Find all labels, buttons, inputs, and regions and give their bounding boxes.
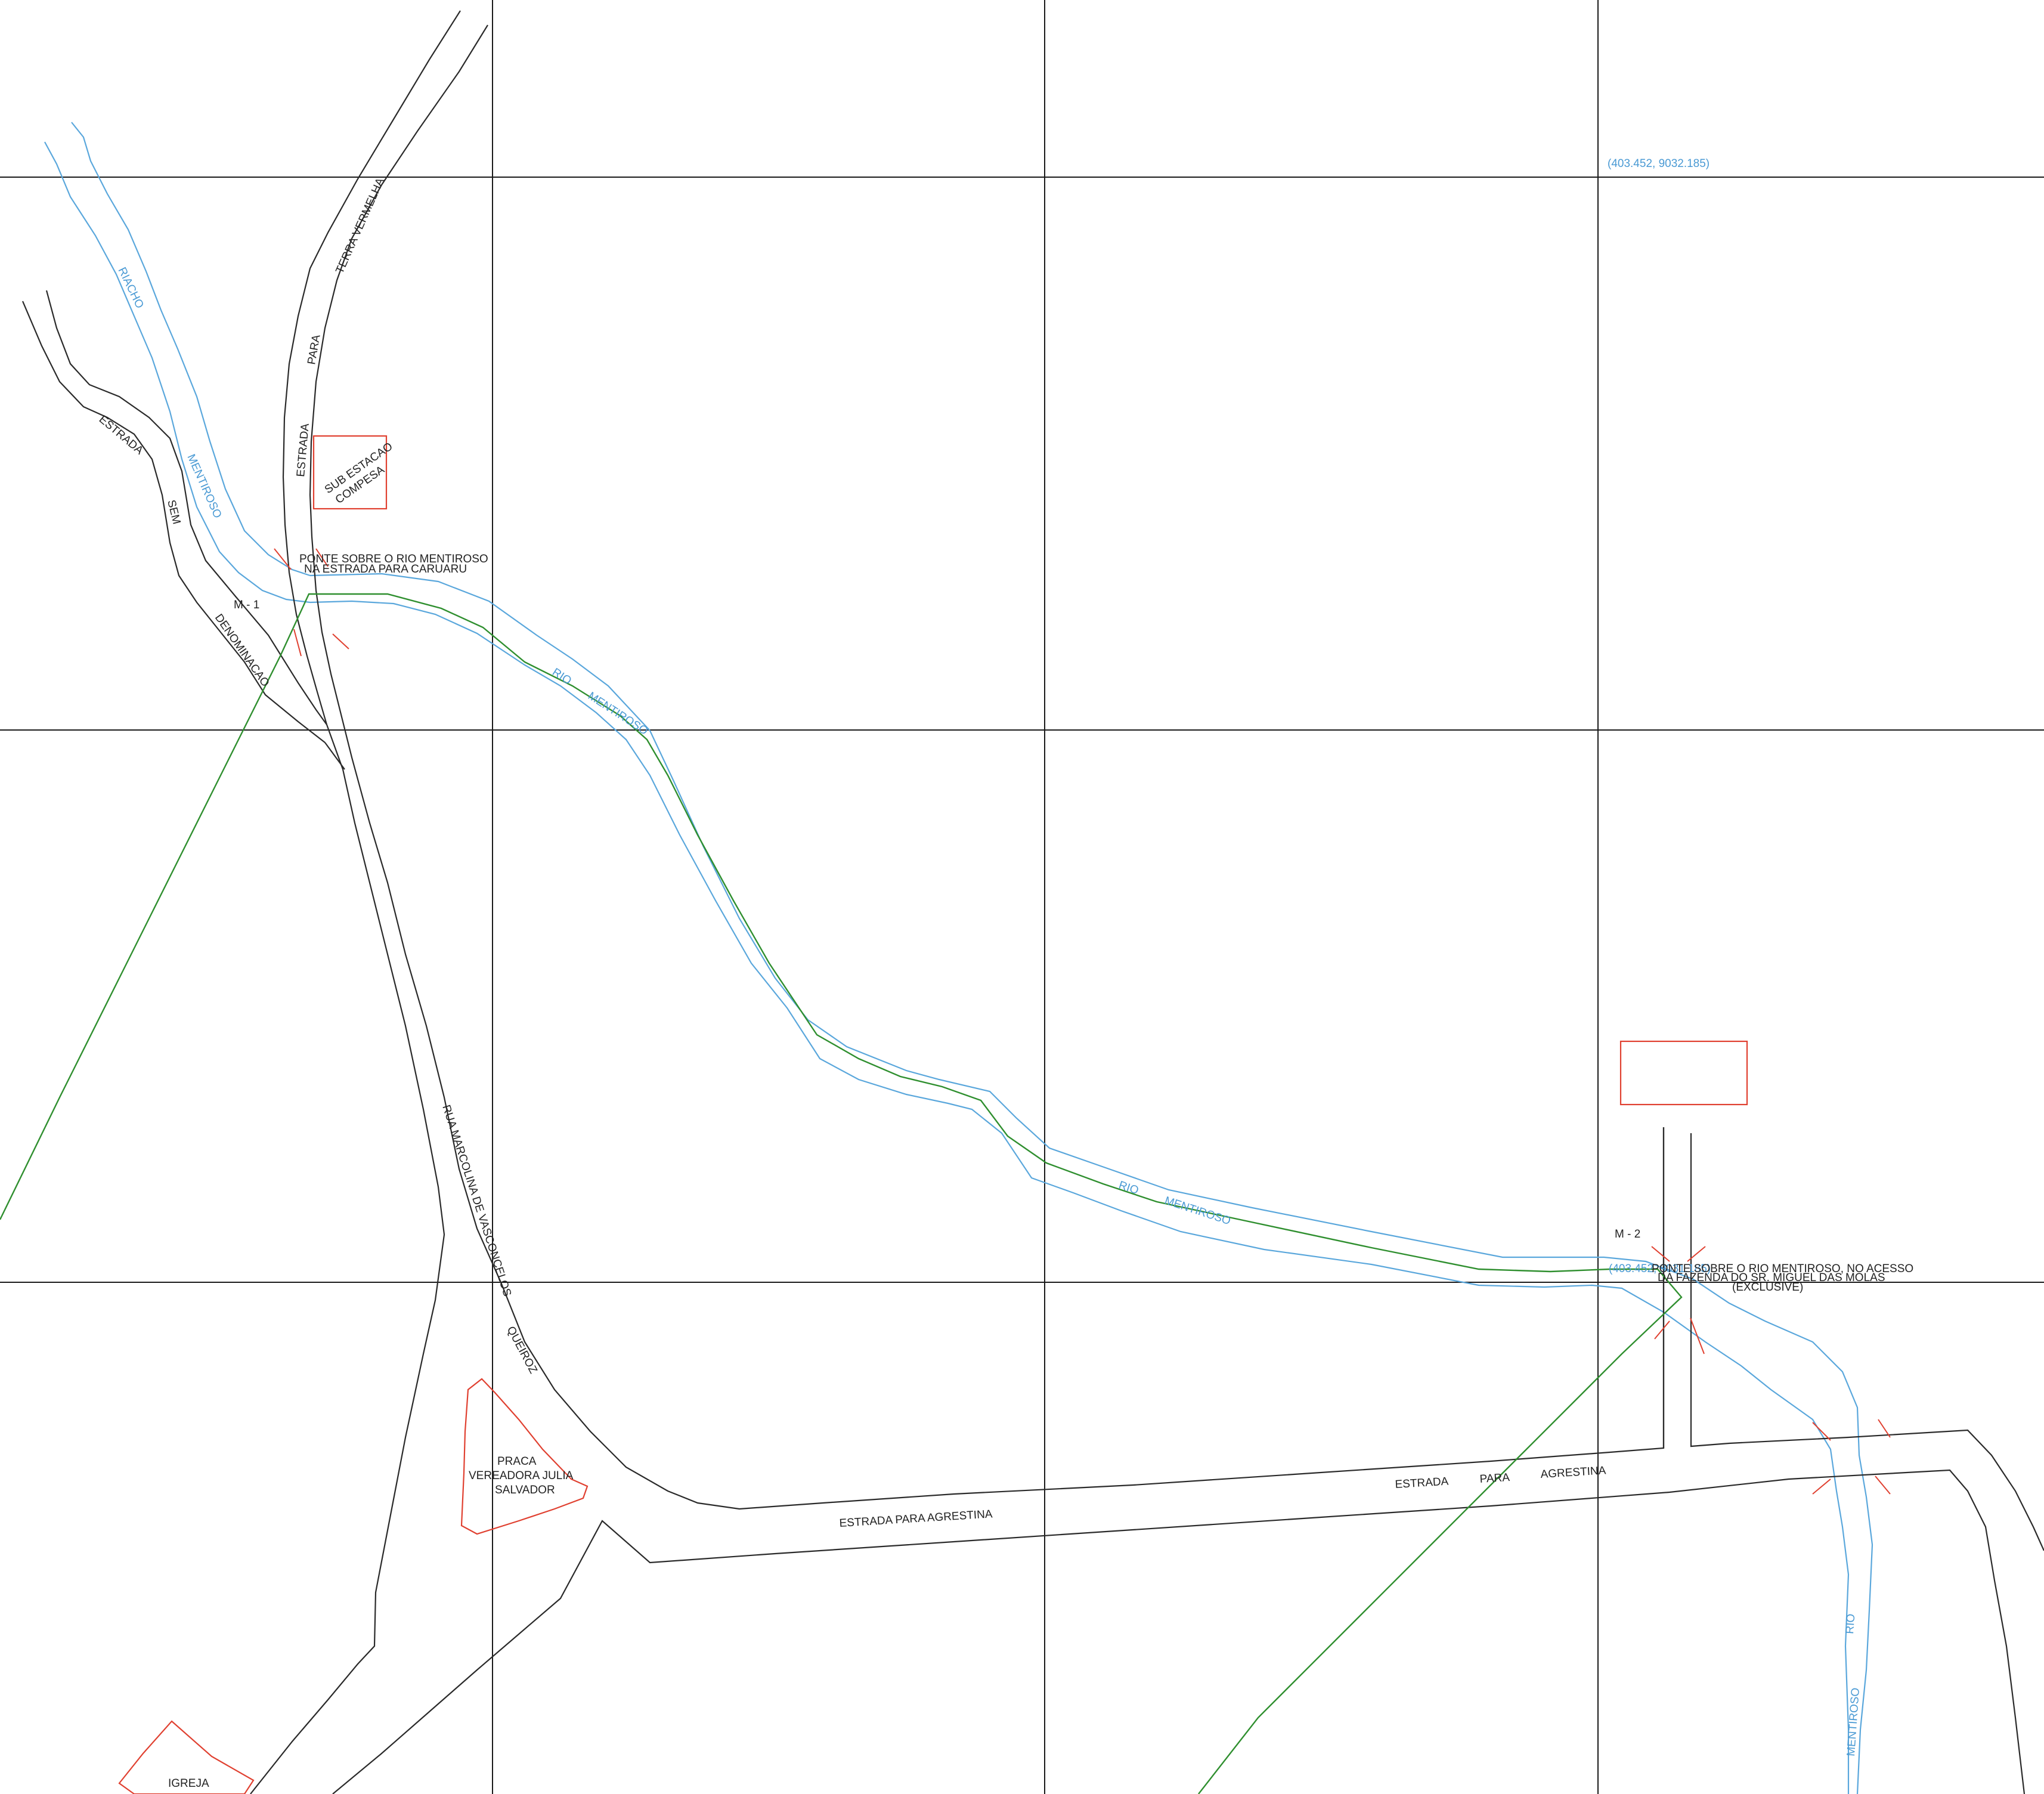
bridge-tick: [1878, 1419, 1891, 1438]
bridge-tick: [1651, 1246, 1670, 1262]
bridge-tick: [1812, 1422, 1831, 1441]
road-terra-vermelha-west: [282, 10, 461, 725]
river-label-rio-2: RIO: [1117, 1179, 1140, 1197]
praca-label-line1: PRACA: [497, 1455, 537, 1468]
bridge-fazenda-line2: DA FAZENDA DO SR. MIGUEL DAS MOLAS: [1658, 1272, 1885, 1284]
road-sem-denominacao-north: [21, 301, 326, 743]
road-label-agrestina-agrestina: AGRESTINA: [1540, 1464, 1606, 1481]
bridge-tick: [1812, 1478, 1831, 1495]
bridge-tick: [274, 548, 292, 570]
road-label-agrestina-lower: ESTRADA PARA AGRESTINA: [839, 1508, 993, 1530]
bridge-tick: [1875, 1476, 1891, 1495]
road-sem-denominacao-south: [45, 290, 327, 725]
road-agrestina-south: [332, 1469, 2026, 1794]
bridge-tick: [315, 548, 329, 567]
road-label-estrada-sem: ESTRADA: [97, 413, 145, 457]
coordinate-label-upper: (403.452, 9032.185): [1608, 157, 1709, 170]
labels: (403.452, 9032.185) (403.452, 9031.185) …: [97, 157, 1913, 1790]
bridge-caruaru-line1: PONTE SOBRE O RIO MENTIROSO: [299, 553, 488, 565]
bridge-tick: [1690, 1317, 1705, 1354]
bridge-tick: [293, 629, 302, 657]
boundary-line: [0, 593, 1683, 1794]
river-label-riacho: RIACHO: [116, 265, 146, 311]
road-label-denominacao: DENOMINACAO: [212, 612, 272, 689]
praca-label-line3: SALVADOR: [495, 1484, 555, 1496]
riacho-mentiroso-bank-right: [71, 122, 311, 577]
marker-m1: M - 1: [234, 599, 259, 611]
river-label-mentiroso-2: MENTIROSO: [1163, 1195, 1232, 1228]
marker-m2: M - 2: [1615, 1228, 1640, 1241]
road-label-sem: SEM: [165, 499, 182, 525]
bridge-tick: [332, 633, 349, 649]
igreja-outline: [118, 1720, 255, 1794]
road-label-para: PARA: [305, 333, 323, 366]
road-label-agrestina-estrada: ESTRADA: [1395, 1476, 1449, 1491]
praca-outline: [460, 1378, 589, 1535]
rivers: [44, 122, 1873, 1794]
bridge-fazenda-line1: PONTE SOBRE O RIO MENTIROSO, NO ACESSO: [1652, 1263, 1913, 1275]
roads: [21, 10, 2044, 1794]
river-label-rio-3: RIO: [1844, 1613, 1857, 1634]
road-label-estrada: ESTRADA: [295, 423, 312, 478]
coordinate-label-lower: (403.452, 9031.185): [1609, 1263, 1711, 1275]
substation-box: [312, 435, 388, 510]
road-agrestina-north-branch: [1690, 1133, 2044, 1551]
road-label-terra-vermelha: TERRA VERMELHA: [333, 176, 387, 276]
praca-label-line2: VEREADORA JULIA: [469, 1470, 574, 1482]
riacho-mentiroso-bank-left: [44, 141, 311, 604]
road-label-queiroz: QUEIROZ: [504, 1324, 540, 1376]
boundary-path: [0, 593, 1683, 1794]
rio-mentiroso-bank-south: [309, 600, 1850, 1794]
road-terra-vermelha-east: [309, 24, 1665, 1510]
road-label-agrestina-para: PARA: [1479, 1471, 1510, 1486]
road-marcolina-west: [250, 724, 445, 1794]
road-label-rua-marcolina: RUA MARCOLINA DE VASCONCELOS: [439, 1103, 513, 1298]
bridge-tick: [1654, 1320, 1670, 1340]
road-sem-denominacao-link: [324, 742, 345, 770]
bridge-tick: [1687, 1246, 1706, 1262]
unlabeled-box: [1619, 1040, 1748, 1106]
igreja-label: IGREJA: [168, 1777, 209, 1790]
features: [118, 435, 1891, 1794]
rio-mentiroso-bank-north: [309, 573, 1873, 1794]
bridge-fazenda-line3: (EXCLUSIVE): [1732, 1281, 1803, 1294]
bridge-caruaru-line2: NA ESTRADA PARA CARUARU: [304, 563, 467, 576]
